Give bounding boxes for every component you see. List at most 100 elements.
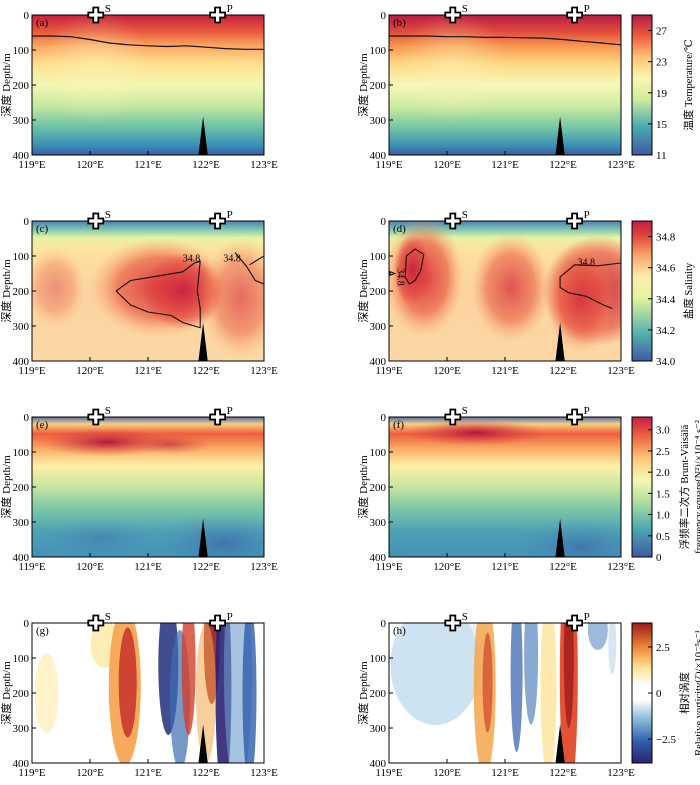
ridge	[198, 518, 208, 557]
x-tick-label: 120°E	[76, 365, 104, 377]
station-label: S	[462, 611, 468, 623]
station-marker-P: P	[566, 405, 590, 426]
cross-icon	[566, 614, 584, 632]
y-tick-label: 400	[13, 356, 30, 368]
y-tick-label: 100	[13, 447, 30, 459]
x-tick-label: 120°E	[76, 159, 104, 171]
x-tick-label: 121°E	[134, 159, 162, 171]
colorbar-tick-label: 34.0	[656, 356, 676, 368]
x-tick-label: 121°E	[134, 365, 162, 377]
cross-icon	[87, 614, 105, 632]
y-tick-label: 100	[13, 251, 30, 263]
station-label: P	[584, 3, 590, 15]
y-tick-label: 400	[370, 150, 387, 162]
panel-label: (b)	[393, 17, 406, 29]
y-tick-label: 0	[24, 618, 30, 630]
station-label: S	[105, 611, 111, 623]
y-tick-label: 400	[370, 356, 387, 368]
x-tick-label: 121°E	[134, 767, 162, 779]
cross-icon	[87, 212, 105, 230]
vorticity-band	[608, 623, 617, 674]
panel-label: (c)	[36, 223, 49, 235]
station-marker-S: S	[444, 405, 468, 426]
y-axis-label: 深度 Depth/m	[0, 455, 13, 519]
y-tick-label: 100	[370, 251, 387, 263]
y-tick-label: 400	[370, 552, 387, 564]
colorbar-tick-label: 0	[656, 552, 662, 564]
colorbar-tick-label: 0	[656, 688, 662, 700]
colorbar-temperature: 27 23 19 15 11 温度 Temperature/℃	[631, 14, 695, 162]
cross-icon	[209, 212, 227, 230]
y-tick-label: 300	[13, 517, 30, 529]
x-tick-label: 121°E	[491, 159, 519, 171]
station-label: S	[105, 209, 111, 221]
station-label: P	[227, 611, 233, 623]
station-label: P	[584, 611, 590, 623]
contour-label: 34.8	[183, 253, 201, 264]
cross-icon	[566, 212, 584, 230]
station-label: S	[105, 405, 111, 417]
station-marker-P: P	[209, 405, 233, 426]
station-label: S	[462, 405, 468, 417]
y-axis-label: 深度 Depth/m	[356, 259, 370, 323]
colorbar-salinity: 34.8 34.6 34.4 34.2 34.0 盐度 Salinity	[631, 220, 695, 368]
vorticity-band	[510, 623, 523, 752]
colorbar-tick-label: 15	[656, 119, 668, 131]
station-label: P	[227, 3, 233, 15]
y-tick-label: 300	[13, 115, 30, 127]
x-tick-label: 121°E	[491, 561, 519, 573]
colorbar-tick-label: 19	[656, 88, 668, 100]
y-tick-label: 300	[370, 517, 387, 529]
ridge	[198, 724, 208, 763]
x-tick-label: 120°E	[433, 365, 461, 377]
station-label: S	[462, 3, 468, 15]
x-tick-label: 122°E	[192, 159, 220, 171]
colorbar-tick-label: 1.5	[656, 488, 670, 500]
x-tick-label: 121°E	[134, 561, 162, 573]
x-tick-label: 123°E	[607, 365, 635, 377]
x-tick-label: 122°E	[549, 159, 577, 171]
x-tick-label: 119°E	[375, 767, 402, 779]
x-tick-label: 119°E	[18, 159, 45, 171]
panel-label: (h)	[393, 625, 406, 637]
station-label: P	[227, 405, 233, 417]
x-tick-label: 122°E	[549, 365, 577, 377]
y-tick-label: 0	[381, 10, 387, 22]
cross-icon	[566, 6, 584, 24]
colorbar-label: 温度 Temperature/℃	[682, 39, 695, 130]
y-tick-label: 0	[24, 412, 30, 424]
station-marker-S: S	[87, 611, 111, 632]
station-marker-P: P	[566, 3, 590, 24]
colorbar-scale	[631, 220, 653, 362]
contour-26	[32, 35, 264, 50]
y-axis-label: 深度 Depth/m	[356, 661, 370, 725]
y-tick-label: 400	[13, 150, 30, 162]
contour-26	[389, 35, 621, 46]
cross-icon	[444, 614, 462, 632]
contour-34.8	[389, 270, 397, 277]
panel-label: (g)	[36, 625, 49, 637]
y-tick-label: 300	[370, 321, 387, 333]
x-tick-label: 120°E	[76, 767, 104, 779]
colorbar-label: frequency square(N²)/×10⁻⁴ s⁻²	[694, 420, 700, 554]
contour-34.8	[559, 262, 621, 310]
colorbar-label: Relative vorticity(ζ)/×10⁻⁵s⁻¹	[694, 630, 700, 756]
station-marker-S: S	[444, 611, 468, 632]
ridge	[555, 322, 565, 361]
y-axis-label: 深度 Depth/m	[356, 53, 370, 117]
station-label: S	[462, 209, 468, 221]
y-tick-label: 0	[381, 618, 387, 630]
station-marker-P: P	[209, 209, 233, 230]
vorticity-band	[242, 623, 257, 763]
y-tick-label: 100	[13, 653, 30, 665]
colorbar-scale	[631, 14, 653, 156]
y-axis-label: 深度 Depth/m	[0, 661, 13, 725]
x-tick-label: 122°E	[549, 767, 577, 779]
x-tick-label: 123°E	[250, 561, 278, 573]
vorticity-band	[34, 653, 59, 733]
colorbar-tick-label: 2.5	[656, 642, 670, 654]
y-tick-label: 100	[370, 653, 387, 665]
x-tick-label: 123°E	[250, 365, 278, 377]
